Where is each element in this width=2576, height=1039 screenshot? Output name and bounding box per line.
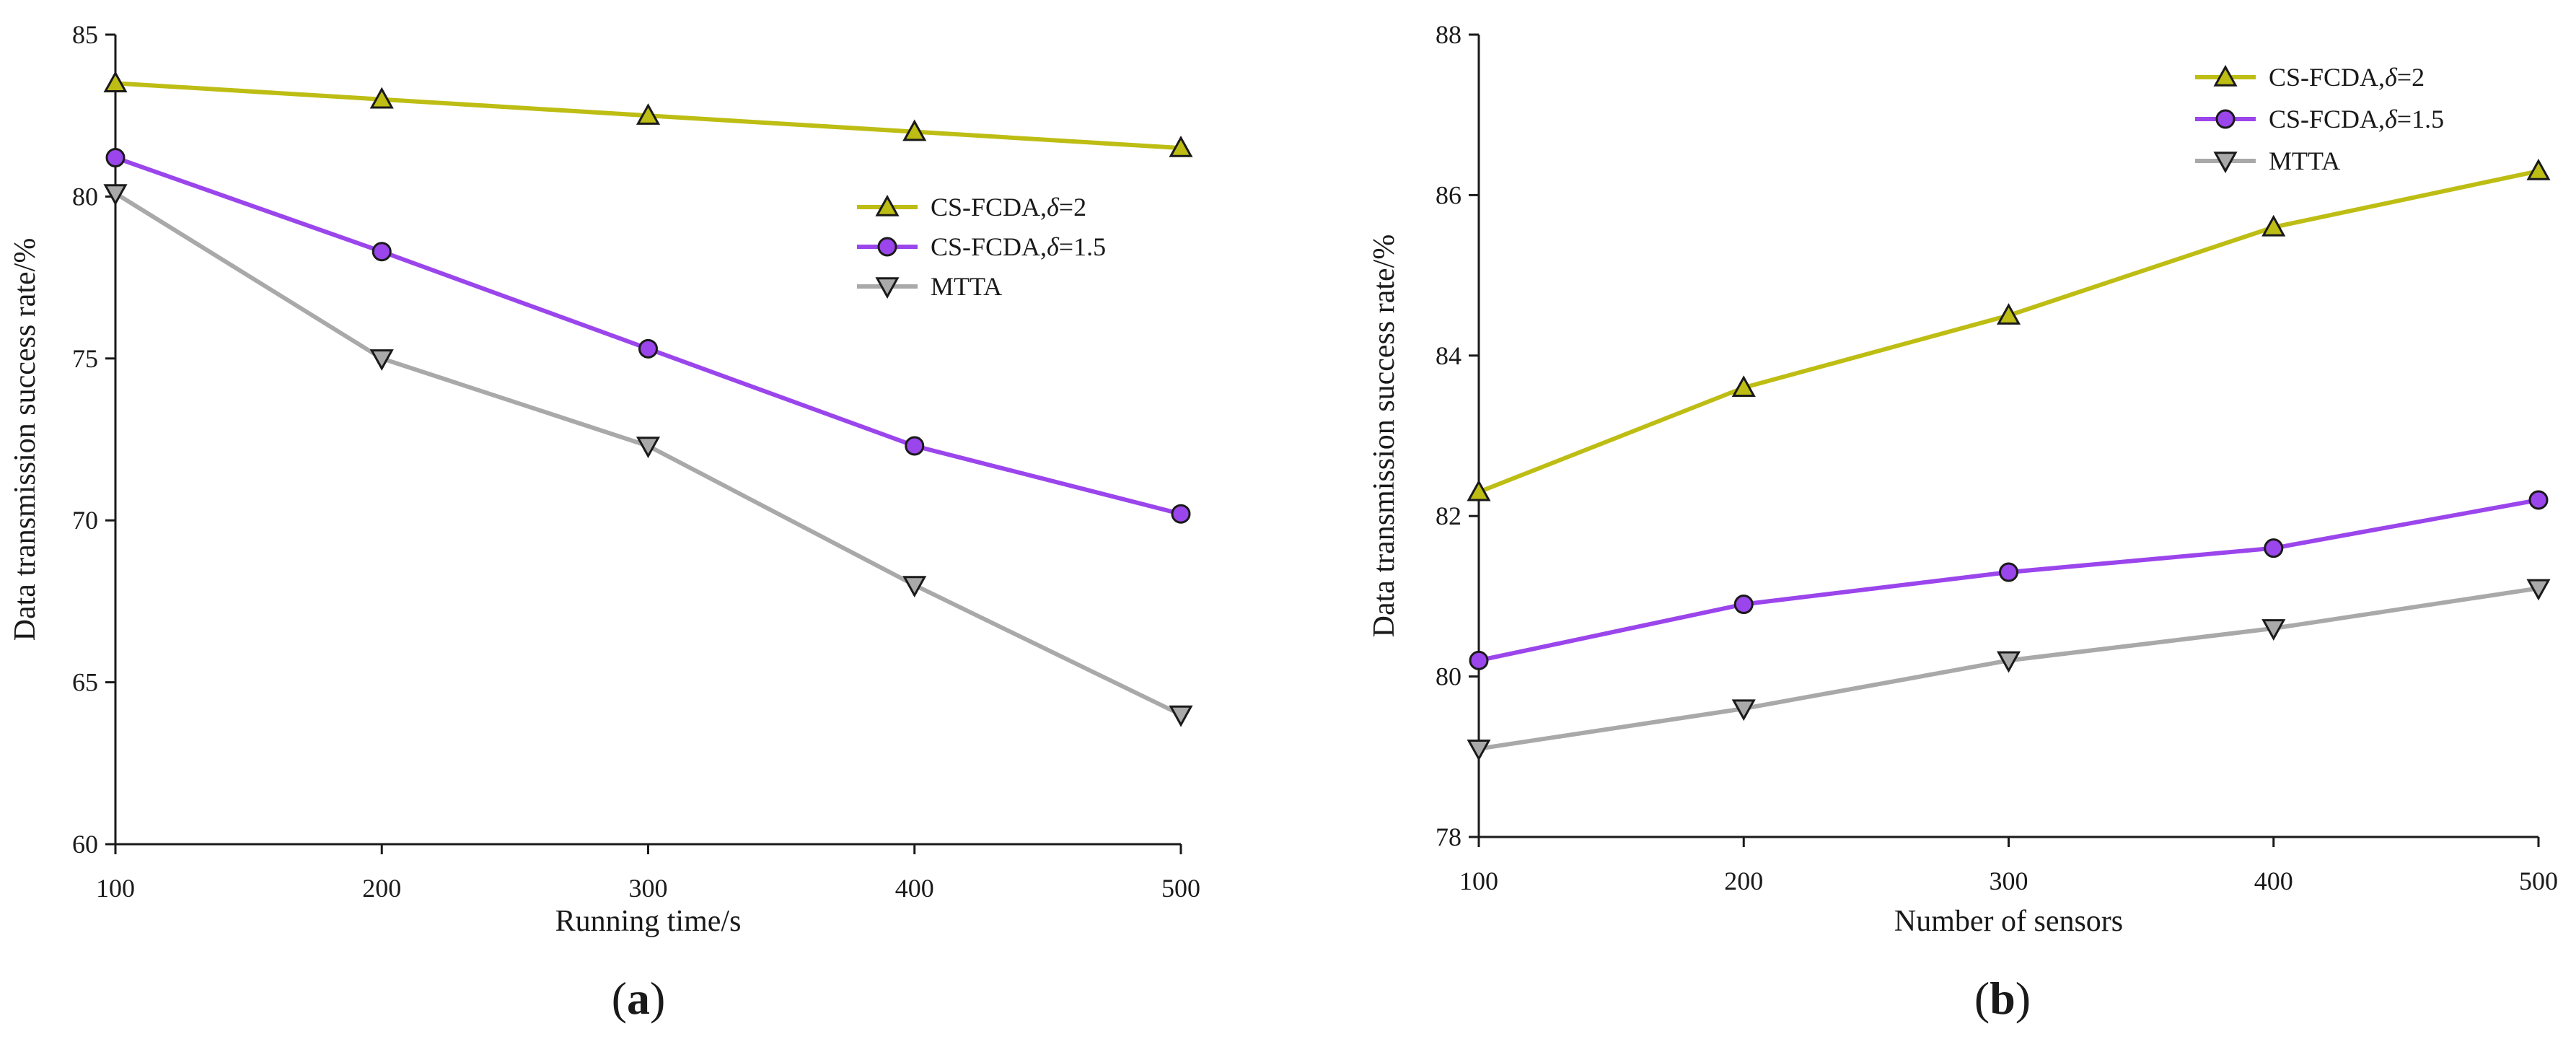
panel-a-series-0-point [902,119,927,141]
panel-a-caption-open: ( [612,973,627,1024]
panel-a-series-2-point [103,184,128,206]
panel-a-y-axis-label: Data transmission success rate/% [9,238,42,641]
panel-a-y-tick-label: 85 [72,20,98,49]
panel-b-legend-0-marker [2213,64,2238,87]
panel-a-y-tick-label: 80 [72,182,98,211]
panel-a-series-0-point [1169,135,1193,157]
panel-b-series-0-point [1467,479,1491,501]
panel-b-legend-1-label-symbol: δ [2385,105,2398,133]
panel-b-legend-2-marker [2213,152,2238,174]
panel-a-series-1-point [1171,504,1191,524]
panel-b-caption-close: ) [2015,973,2031,1024]
panel-a-legend-0-label-symbol: δ [1047,193,1060,222]
panel-b-y-tick-label: 80 [1436,662,1461,691]
panel-b-chart: 78 80 82 84 86 88 100 200 300 400 500 Number of sen… [1368,20,2558,938]
panel-b-series-1-point [1469,650,1489,670]
panel-a-legend-1-label-prefix: CS-FCDA, [931,232,1047,261]
panel-b-legend-0-label-prefix: CS-FCDA, [2269,63,2385,92]
panel-b-series-2-point [1731,699,1756,722]
panel-b-x-axis-label: Number of sensors [1894,905,2123,938]
panel-b-y-tick-label: 88 [1436,20,1461,49]
panel-a-x-axis-label: Running time/s [555,905,742,938]
panel-a-legend-1-label-suffix: =1.5 [1059,232,1106,261]
panel-a-x-tick-label: 300 [629,874,668,903]
panel-a-series-1-point [372,242,392,262]
panel-a-legend-0-label-prefix: CS-FCDA, [931,193,1047,222]
panel-b-x-tick-label: 200 [1724,867,1763,895]
panel-a-legend-0-label-suffix: =2 [1059,193,1086,222]
panel-b-y-tick-label: 84 [1436,341,1461,370]
panel-b-y-axis-label: Data transmission success rate/% [1368,234,1401,638]
panel-a-y-tick-label: 65 [72,668,98,697]
panel-b-legend-0-label: CS-FCDA,δ=2 [2269,63,2425,92]
panel-b-caption-letter: b [1990,973,2015,1024]
panel-a-series-0-point [103,71,128,93]
panel-b-series-2-point [2526,579,2551,601]
panel-b-series-0-point [2526,158,2551,180]
panel-a-caption-close: ) [650,973,665,1024]
panel-b-series-1-point [2528,490,2549,510]
panel-b-x-tick-label: 100 [1459,867,1498,895]
panel-a-y-tick-label: 75 [72,344,98,373]
panel-b-series-0-point [1731,375,1756,397]
panel-a-legend-2-marker [875,277,900,299]
panel-b-x-tick-label: 400 [2254,867,2293,895]
panel-b-series-1-point [2264,538,2284,558]
panel-b-legend-1-label: CS-FCDA,δ=1.5 [2269,105,2444,133]
panel-a-legend-1-label: CS-FCDA,δ=1.5 [931,232,1106,261]
panel-a-series-0-point [636,103,661,125]
panel-b-x-tick-label: 300 [1990,867,2028,895]
panel-b-y-tick-label: 86 [1436,180,1461,209]
panel-a-legend-0-marker [875,194,900,216]
panel-b-series-1-point [1733,595,1754,615]
panel-a-legend-1-label-symbol: δ [1047,232,1060,261]
panel-b-x-tick-label: 500 [2519,867,2558,895]
panel-a-x-tick-label: 100 [96,874,135,903]
panel-a-series-2-point [1169,705,1193,727]
panel-b-legend-1-marker [2215,109,2236,129]
panel-b-y-tick-label: 82 [1436,501,1461,530]
panel-b-legend-0-label-suffix: =2 [2397,63,2425,92]
panel-b-series-2-point [1467,739,1491,761]
panel-a-x-tick-label: 400 [895,874,934,903]
panel-b-series-0-point [1996,303,2021,325]
panel-b-legend-2-label-prefix: MTTA [2269,146,2340,175]
panel-a-series-1-point [905,436,925,456]
panel-a-series-2-point [369,349,394,371]
panel-b-legend-1-label-suffix: =1.5 [2397,105,2444,133]
panel-a-series-1-point [105,148,126,168]
panel-a-chart: 60 65 70 75 80 85 100 200 300 400 500 Running time/… [9,20,1200,938]
panel-b-legend-0-label-symbol: δ [2385,63,2398,92]
panel-b-series-0-point [2261,214,2286,237]
panel-a-legend-2-label-prefix: MTTA [931,272,1002,301]
panel-a-series-1-point [638,338,658,359]
panel-b-series-0-line [1477,169,2539,494]
panel-a-legend-2-label: MTTA [931,272,1002,301]
panel-a-y-tick-label: 70 [72,506,98,535]
panel-a-x-tick-label: 200 [362,874,401,903]
panel-b-series-2-point [1996,651,2021,673]
panel-b-series-1-point [1999,562,2018,582]
panel-b-series-2-point [2261,619,2286,641]
panel-a-caption-letter: a [627,973,650,1024]
panel-b-caption: (b) [1974,973,2031,1024]
panel-b-y-tick-label: 78 [1436,823,1461,851]
panel-b-legend-2-label: MTTA [2269,146,2340,175]
panel-a-x-tick-label: 500 [1161,874,1200,903]
panel-a-series-2-point [902,576,927,598]
panel-a-legend-0-label: CS-FCDA,δ=2 [931,193,1086,222]
panel-b-caption-open: ( [1974,973,1990,1024]
panel-a-series-0-point [369,87,394,109]
panel-a-caption: (a) [612,973,666,1024]
panel-a-series-2-point [636,437,661,459]
panel-b-legend-1-label-prefix: CS-FCDA, [2269,105,2385,133]
panel-a-legend-1-marker [877,237,897,257]
panel-a-y-tick-label: 60 [72,830,98,859]
